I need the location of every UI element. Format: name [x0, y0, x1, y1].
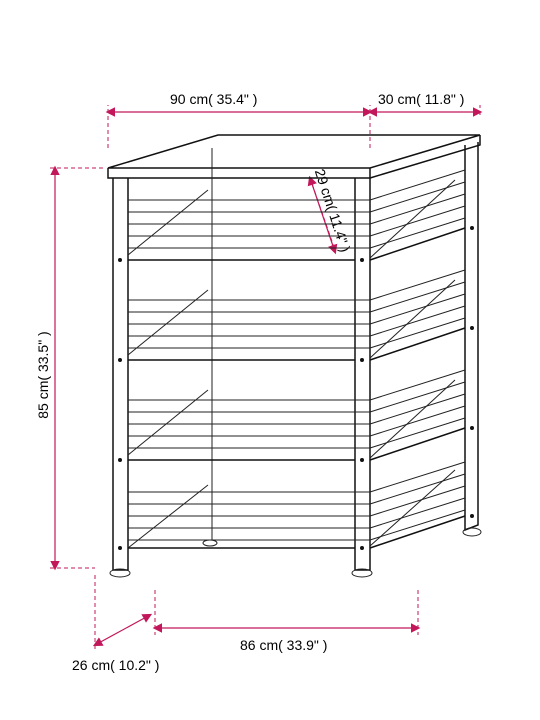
shelf-tier-3 [128, 370, 465, 448]
dim-bottom-width-label: 86 cm( 33.9" ) [240, 637, 327, 653]
shelf-tier-4 [128, 462, 465, 540]
dim-top-width-label: 90 cm( 35.4" ) [170, 91, 257, 107]
back-right-leg [465, 142, 478, 530]
shoe-rack-drawing [108, 135, 481, 577]
top-board-top [108, 135, 480, 168]
foot-br [463, 528, 481, 536]
shelf-tier-2 [128, 270, 465, 348]
dim-shelf-depth-label: 29 cm( 11.4" ) [312, 167, 354, 254]
dim-bottom-depth-label: 26 cm( 10.2" ) [72, 657, 159, 673]
front-right-leg [355, 178, 370, 570]
sidebar-4 [370, 516, 465, 548]
front-left-leg [113, 178, 128, 570]
shelf-tier-1 [128, 170, 465, 248]
diagram-canvas: 90 cm( 35.4" ) 30 cm( 11.8" ) 85 cm( 33.… [0, 0, 540, 720]
dim-top-depth-label: 30 cm( 11.8" ) [378, 91, 464, 107]
dim-height-label: 85 cm( 33.5" ) [35, 331, 51, 418]
dim-bottom-depth-line [95, 615, 150, 645]
foot-bl [203, 540, 217, 546]
top-board-side [370, 135, 480, 178]
